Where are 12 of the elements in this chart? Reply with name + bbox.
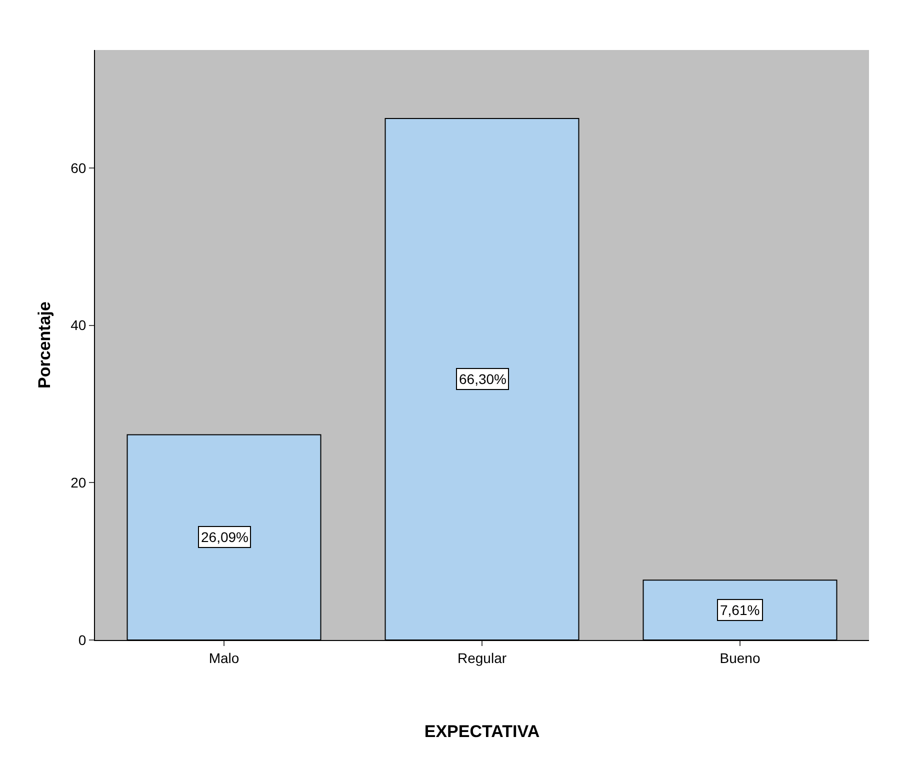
x-axis-title: EXPECTATIVA [424, 722, 540, 742]
y-axis-title: Porcentaje [35, 302, 54, 388]
y-tick-label: 0 [78, 632, 86, 648]
x-tick-label: Malo [208, 650, 240, 666]
data-label: 7,61% [720, 602, 760, 618]
data-label: 26,09% [201, 529, 248, 545]
data-label: 66,30% [459, 371, 506, 387]
y-tick-label: 20 [70, 474, 86, 491]
x-tick-label: Bueno [720, 650, 760, 666]
y-tick-label: 60 [70, 160, 86, 176]
x-tick-label: Regular [457, 650, 507, 666]
y-tick-label: 40 [70, 317, 86, 334]
